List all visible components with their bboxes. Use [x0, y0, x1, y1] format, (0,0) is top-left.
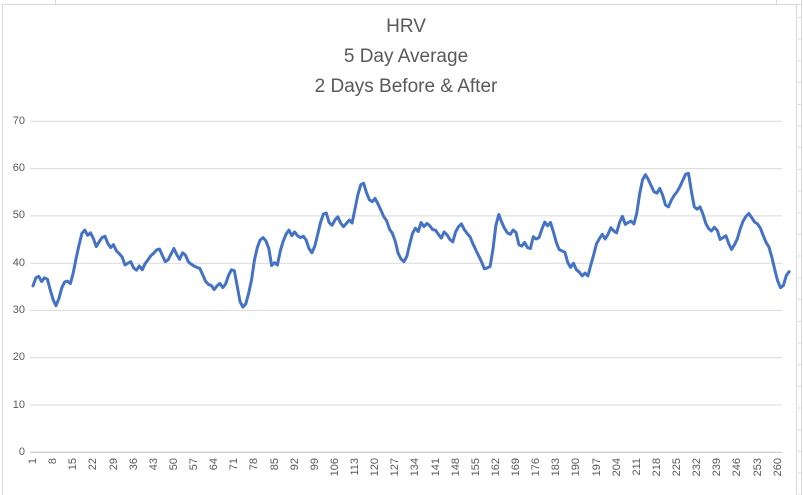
x-axis-label: 127: [389, 458, 402, 477]
chart-border-right: [796, 4, 797, 495]
x-axis-label: 148: [449, 458, 462, 477]
data-series-line[interactable]: [31, 171, 791, 309]
x-axis-label: 155: [469, 458, 482, 477]
x-axis-label: 50: [167, 458, 180, 471]
x-axis-label: 239: [711, 458, 724, 477]
x-axis-label: 1: [27, 458, 39, 465]
chart-title-line-3: 2 Days Before & After: [314, 76, 498, 97]
x-axis-label: 253: [751, 458, 764, 477]
x-axis-label: 106: [328, 458, 341, 477]
x-axis-label: 99: [308, 458, 321, 471]
y-axis-label: 50: [12, 209, 25, 222]
x-axis-label: 197: [590, 458, 603, 477]
x-axis-label: 162: [489, 458, 502, 477]
x-axis-label: 57: [188, 458, 200, 471]
x-axis-label: 36: [127, 458, 140, 471]
chart-border-top: [2, 4, 801, 5]
x-axis-label: 15: [67, 458, 80, 471]
x-axis-label: 85: [268, 458, 281, 471]
worksheet-column-tick-2: [776, 0, 777, 4]
x-axis-label: 211: [630, 458, 643, 476]
y-axis-label: 70: [12, 114, 25, 127]
x-axis-label: 260: [771, 458, 784, 477]
x-axis-label: 141: [429, 458, 442, 477]
worksheet-column-tick-1: [55, 0, 56, 4]
x-axis-label: 43: [147, 458, 160, 471]
y-axis-label: 40: [12, 256, 25, 269]
y-axis-label: 60: [12, 162, 25, 175]
x-axis-label: 22: [87, 458, 100, 471]
x-axis-label: 134: [409, 458, 422, 477]
x-axis-label: 92: [288, 458, 301, 471]
chart-title[interactable]: HRV 5 Day Average 2 Days Before & After: [30, 12, 782, 102]
x-axis-label: 120: [369, 458, 382, 477]
x-axis-label: 71: [228, 458, 241, 471]
chart-title-line-1: HRV: [386, 16, 426, 37]
x-axis-label: 8: [47, 458, 60, 465]
x-axis-label: 225: [671, 458, 683, 477]
x-axis-label: 218: [650, 458, 663, 477]
worksheet-row-ticks: [798, 17, 802, 495]
x-axis-label: 232: [691, 458, 704, 477]
x-axis-label: 78: [248, 458, 261, 471]
y-axis-label: 10: [12, 398, 25, 411]
x-axis-label: 169: [510, 458, 522, 477]
chart-border-left: [2, 4, 3, 495]
x-axis-label: 190: [570, 458, 583, 477]
x-axis-label: 29: [107, 458, 120, 471]
y-axis-label: 0: [18, 445, 25, 458]
x-axis-label: 64: [208, 458, 221, 471]
y-axis-label: 30: [12, 303, 25, 316]
x-axis-label: 176: [530, 458, 543, 477]
x-axis-label: 204: [610, 458, 623, 477]
x-axis-label: 183: [550, 458, 563, 477]
x-axis-label: 246: [731, 458, 744, 477]
chart-title-line-2: 5 Day Average: [343, 46, 469, 67]
x-axis-label: 113: [349, 458, 361, 476]
y-axis-label: 20: [12, 351, 25, 364]
